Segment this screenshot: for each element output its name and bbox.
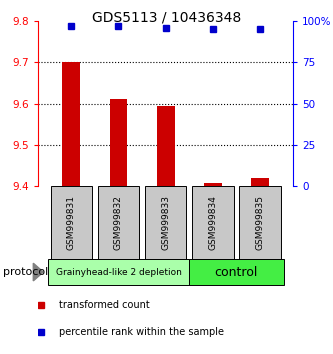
Text: GSM999835: GSM999835: [255, 195, 264, 250]
Text: transformed count: transformed count: [59, 300, 150, 310]
Bar: [251, 178, 269, 186]
Text: control: control: [215, 266, 258, 279]
Bar: [51, 186, 92, 259]
Bar: [239, 186, 281, 259]
Text: GSM999834: GSM999834: [208, 195, 217, 250]
Bar: [157, 105, 174, 186]
Bar: [110, 99, 128, 186]
Bar: [145, 186, 186, 259]
Bar: [48, 259, 189, 285]
Text: percentile rank within the sample: percentile rank within the sample: [59, 327, 224, 337]
Bar: [98, 186, 139, 259]
Bar: [192, 186, 234, 259]
Text: GDS5113 / 10436348: GDS5113 / 10436348: [92, 11, 241, 25]
Text: GSM999831: GSM999831: [67, 195, 76, 250]
Bar: [204, 183, 222, 186]
Text: GSM999832: GSM999832: [114, 195, 123, 250]
Bar: [189, 259, 284, 285]
Bar: [62, 62, 80, 186]
Text: protocol: protocol: [3, 267, 49, 277]
Polygon shape: [33, 263, 43, 281]
Text: GSM999833: GSM999833: [161, 195, 170, 250]
Text: Grainyhead-like 2 depletion: Grainyhead-like 2 depletion: [56, 268, 181, 276]
